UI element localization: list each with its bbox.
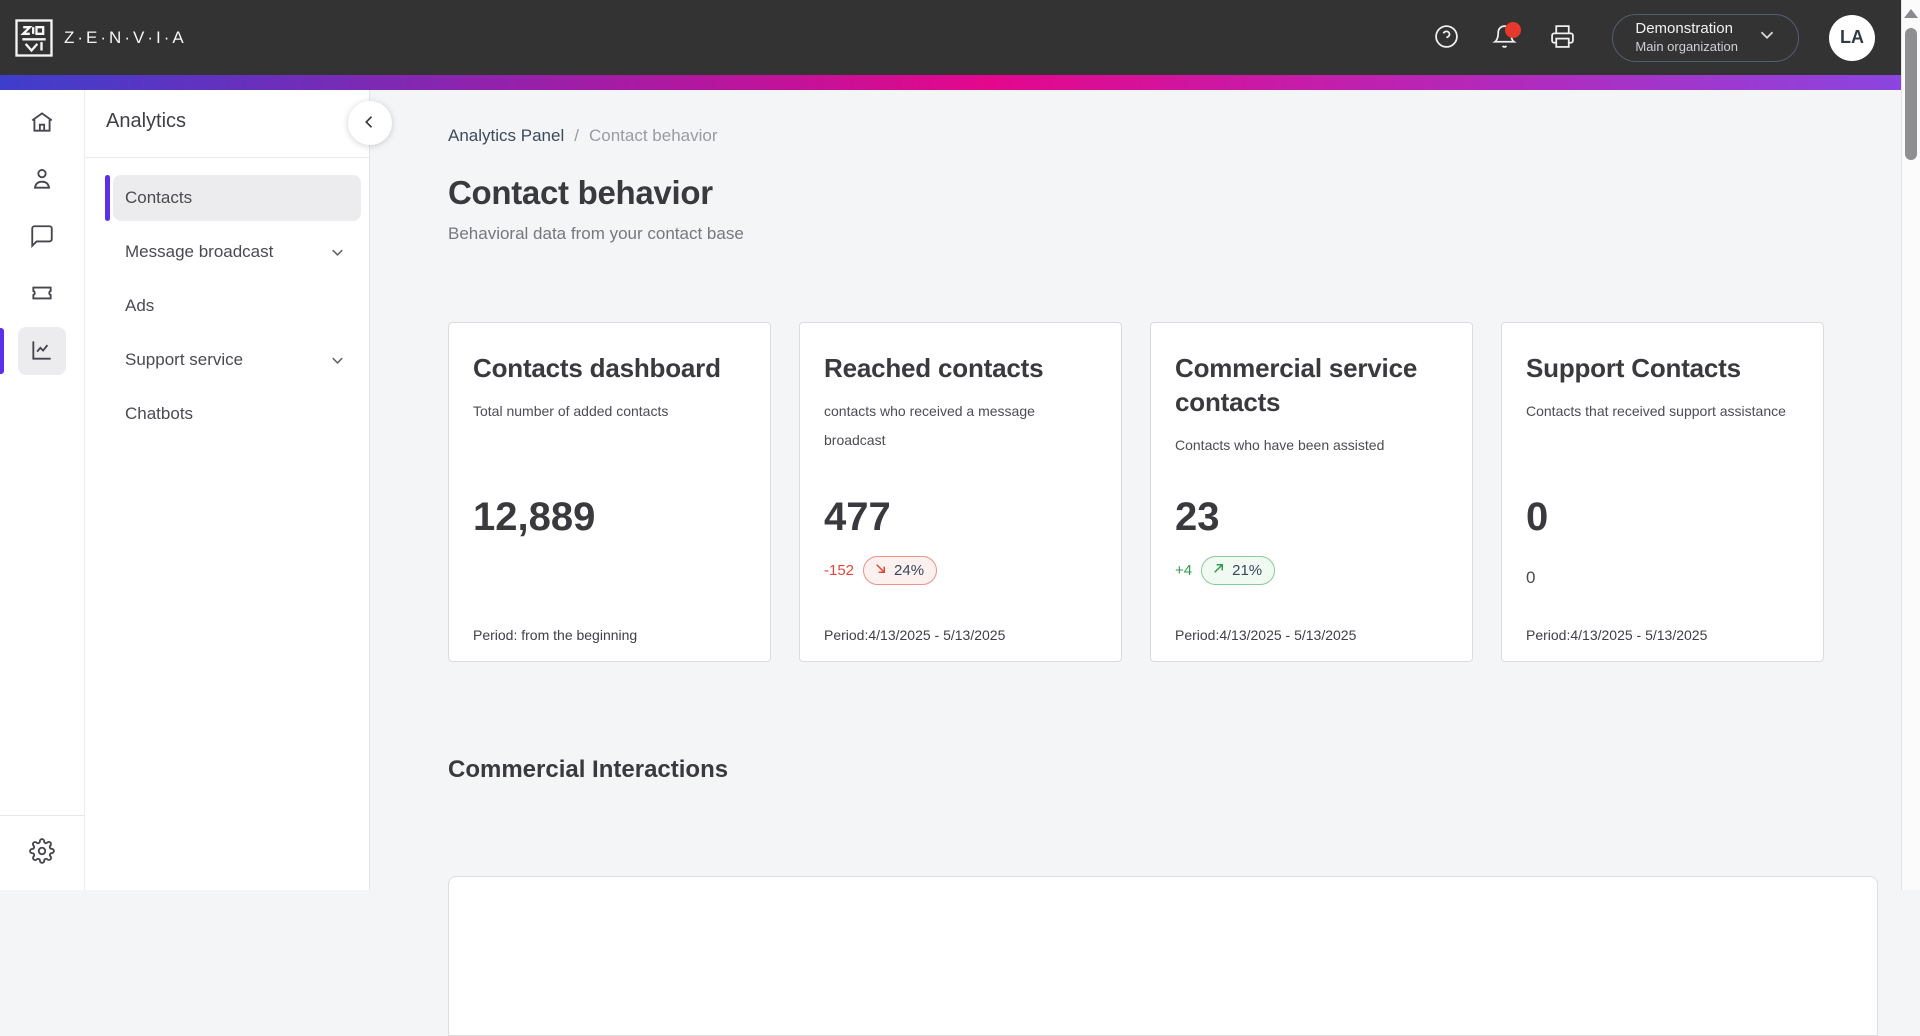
organization-subtitle: Main organization <box>1635 38 1738 54</box>
brand-gradient-bar <box>0 75 1901 90</box>
brand-name: Z·E·N·V·I·A <box>64 27 187 47</box>
card-description: Contacts that received support assistanc… <box>1526 403 1786 419</box>
rail-divider <box>0 815 85 816</box>
zenvia-logo-icon <box>14 18 54 58</box>
rail-item-contacts[interactable] <box>18 156 66 204</box>
trend-badge-up: 21% <box>1201 556 1276 585</box>
sidebar-nav: Contacts Message broadcast Ads Support s… <box>85 175 369 437</box>
gear-icon <box>29 837 55 867</box>
card-description: contacts who received a message broadcas… <box>824 403 1035 448</box>
ticket-icon <box>29 280 55 309</box>
card-value: 0 <box>1526 495 1549 539</box>
card-title: Contacts dashboard <box>473 353 721 383</box>
top-header: Z·E·N·V·I·A <box>0 0 1901 75</box>
sidebar-item-ads[interactable]: Ads <box>113 283 361 329</box>
page-subtitle: Behavioral data from your contact base <box>448 224 744 243</box>
vertical-scrollbar[interactable] <box>1901 0 1920 890</box>
card-value: 23 <box>1175 495 1220 539</box>
user-avatar[interactable]: LA <box>1829 14 1875 61</box>
chevron-down-icon <box>328 243 347 262</box>
sidebar-item-contacts[interactable]: Contacts <box>105 175 361 221</box>
home-icon <box>29 109 55 138</box>
organization-switcher[interactable]: Demonstration Main organization <box>1612 13 1799 62</box>
organization-name: Demonstration <box>1635 20 1733 37</box>
section-title-commercial-interactions: Commercial Interactions <box>448 756 729 783</box>
stat-cards-row: Contacts dashboard Total number of added… <box>448 322 1901 662</box>
sidebar-divider <box>85 157 369 158</box>
card-support-contacts: Support Contacts Contacts that received … <box>1501 322 1824 662</box>
breadcrumb-current: Contact behavior <box>588 126 718 145</box>
card-value: 12,889 <box>473 495 596 539</box>
breadcrumb: Analytics Panel / Contact behavior <box>448 126 1901 146</box>
card-secondary-value: 0 <box>1526 568 1536 587</box>
arrow-up-right-icon <box>1211 561 1226 580</box>
sidebar-item-chatbots[interactable]: Chatbots <box>113 391 361 437</box>
delta-value: -152 <box>824 562 855 579</box>
bell-icon <box>1492 24 1517 52</box>
rail-item-analytics[interactable] <box>0 327 66 375</box>
chevron-down-icon <box>328 351 347 370</box>
help-button[interactable] <box>1424 16 1468 60</box>
card-title: Reached contacts <box>824 353 1044 383</box>
chat-bubble-icon <box>29 223 55 252</box>
delta-value: +4 <box>1175 562 1193 579</box>
help-icon <box>1434 24 1459 52</box>
sidebar-item-label: Contacts <box>125 188 193 207</box>
sidebar-item-label: Support service <box>125 350 244 369</box>
card-period: Period:4/13/2025 - 5/13/2025 <box>1526 627 1708 643</box>
sidebar-item-label: Message broadcast <box>125 242 274 261</box>
main-content: Analytics Panel / Contact behavior Conta… <box>370 90 1901 1036</box>
card-value: 477 <box>824 495 891 539</box>
card-commercial-service-contacts: Commercial service contacts Contacts who… <box>1150 322 1473 662</box>
arrow-down-right-icon <box>873 561 888 580</box>
delta-percent: 21% <box>1232 562 1263 579</box>
app-body: Analytics Contacts Message broadcast Ads… <box>0 90 1901 1036</box>
printer-icon <box>1550 24 1575 52</box>
sidebar-title: Analytics <box>106 110 187 132</box>
trend-badge-down: 24% <box>863 556 938 585</box>
card-delta-row: +4 21% <box>1175 556 1276 585</box>
breadcrumb-analytics-panel[interactable]: Analytics Panel <box>448 126 565 145</box>
chevron-left-icon <box>361 113 379 134</box>
commercial-interactions-panel <box>448 876 1878 1036</box>
card-description: Contacts who have been assisted <box>1175 437 1385 453</box>
header-actions: Demonstration Main organization LA <box>1424 13 1875 62</box>
card-period: Period:4/13/2025 - 5/13/2025 <box>1175 627 1357 643</box>
zenvia-brand: Z·E·N·V·I·A <box>14 18 187 58</box>
chart-line-icon <box>29 337 55 366</box>
organization-info: Demonstration Main organization <box>1635 20 1738 55</box>
card-reached-contacts: Reached contacts contacts who received a… <box>799 322 1122 662</box>
card-delta-row: -152 24% <box>824 556 938 585</box>
sidebar-item-message-broadcast[interactable]: Message broadcast <box>113 229 361 275</box>
sidebar-item-support-service[interactable]: Support service <box>113 337 361 383</box>
rail-item-tickets[interactable] <box>18 270 66 318</box>
rail-item-conversations[interactable] <box>18 213 66 261</box>
card-contacts-dashboard: Contacts dashboard Total number of added… <box>448 322 771 662</box>
sidebar-collapse-button[interactable] <box>348 101 392 145</box>
rail-item-home[interactable] <box>18 99 66 147</box>
print-button[interactable] <box>1540 16 1584 60</box>
rail-item-settings[interactable] <box>18 828 66 876</box>
sidebar-item-label: Ads <box>125 296 155 315</box>
scrollbar-up-arrow[interactable] <box>1904 9 1918 18</box>
notification-badge-dot <box>1505 21 1522 38</box>
delta-percent: 24% <box>894 562 925 579</box>
card-description: Total number of added contacts <box>473 403 669 419</box>
analytics-sidebar: Analytics Contacts Message broadcast Ads… <box>85 90 370 890</box>
person-icon <box>29 166 55 195</box>
page-title: Contact behavior <box>448 174 713 211</box>
card-period: Period: from the beginning <box>473 627 638 643</box>
card-period: Period:4/13/2025 - 5/13/2025 <box>824 627 1006 643</box>
breadcrumb-separator: / <box>574 126 579 145</box>
sidebar-item-label: Chatbots <box>125 404 194 423</box>
notifications-button[interactable] <box>1482 16 1526 60</box>
icon-rail <box>0 90 85 890</box>
card-title: Commercial service contacts <box>1175 353 1418 417</box>
scrollbar-thumb[interactable] <box>1905 28 1917 160</box>
chevron-down-icon <box>1756 24 1778 51</box>
card-title: Support Contacts <box>1526 353 1741 383</box>
